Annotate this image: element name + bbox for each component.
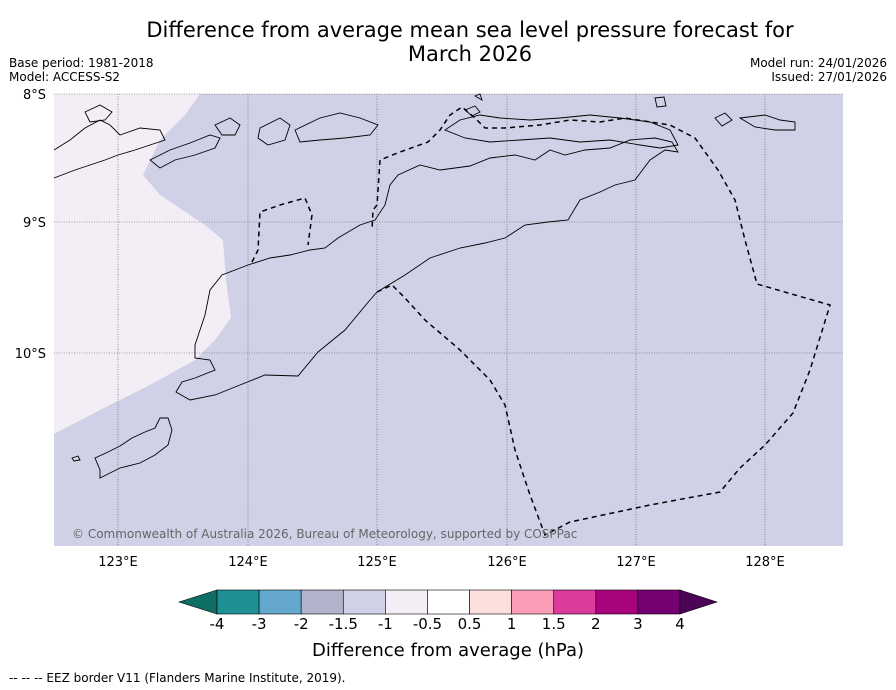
islands-north-7 — [464, 105, 481, 117]
colorbar-arrow-low — [178, 589, 218, 615]
meta-right: Model run: 24/01/2026 Issued: 27/01/2026 — [750, 56, 887, 84]
eez-borders — [251, 106, 831, 537]
colorbar-swatch — [511, 589, 555, 615]
colorbar-tick-label: 2 — [591, 615, 601, 633]
lat-label-9s: 9°S — [23, 216, 46, 231]
colorbar-swatch — [300, 589, 344, 615]
islands-north-1 — [257, 117, 291, 146]
eez-border-timor-leste — [371, 106, 831, 537]
model-run-text: Model run: 24/01/2026 — [749, 56, 887, 70]
colorbar-tick-label: 1.5 — [541, 615, 566, 633]
rote-coastline — [94, 417, 173, 479]
islands-north-2 — [294, 112, 379, 143]
colorbar-tick-label: -0.5 — [412, 615, 443, 633]
colorbar-tick-label: 4 — [675, 615, 685, 633]
islands-north-6 — [738, 114, 796, 131]
graticule — [54, 93, 843, 546]
colorbar-tick-label: -1.5 — [328, 615, 358, 633]
colorbar-swatch — [595, 589, 639, 615]
model-text: Model: ACCESS-S2 — [9, 70, 121, 84]
lon-label-126e: 126°E — [487, 555, 527, 570]
colorbar — [178, 589, 718, 615]
copyright-text: © Commonwealth of Australia 2026, Bureau… — [72, 527, 577, 541]
eez-footnote: -- -- -- EEZ border V11 (Flanders Marine… — [9, 671, 346, 685]
axis-labels: 8°S 9°S 10°S 123°E 124°E 125°E 126°E 127… — [15, 88, 785, 570]
colorbar-swatch — [258, 589, 302, 615]
colorbar-tick-label: 1 — [506, 615, 517, 633]
wetar-coastline — [444, 114, 679, 149]
colorbar-swatch — [637, 589, 681, 615]
islands-north-8 — [473, 93, 483, 101]
colorbar-swatch — [427, 589, 470, 615]
colorbar-tick-label: 3 — [633, 615, 643, 633]
lon-label-124e: 124°E — [228, 555, 268, 570]
colorbar-swatch — [385, 589, 428, 615]
coastlines — [53, 93, 796, 479]
colorbar-tick-label: -3 — [251, 615, 267, 633]
pantar-coastline — [214, 117, 241, 136]
small-island-south — [71, 455, 81, 462]
issued-text: Issued: 27/01/2026 — [771, 70, 887, 84]
lat-label-8s: 8°S — [23, 88, 46, 103]
colorbar-swatch — [553, 589, 597, 615]
lon-label-125e: 125°E — [357, 555, 397, 570]
colorbar-swatch — [469, 589, 512, 615]
colorbar-tick-label: 0.5 — [457, 615, 482, 633]
timor-coastline — [175, 137, 679, 401]
title-line-2: March 2026 — [407, 42, 533, 66]
meta-left: Base period: 1981-2018 Model: ACCESS-S2 — [9, 56, 154, 84]
islands-north-4 — [654, 96, 667, 108]
flores-coastline — [53, 119, 166, 179]
colorbar-tick-label: -4 — [209, 615, 225, 633]
lat-label-10s: 10°S — [15, 347, 46, 362]
colorbar-tick-label: -1 — [377, 615, 393, 633]
base-period-text: Base period: 1981-2018 — [9, 56, 154, 70]
islands-north-5 — [714, 112, 733, 127]
lon-label-128e: 128°E — [745, 555, 785, 570]
islands-north-3 — [84, 104, 113, 123]
colorbar-swatch — [216, 589, 260, 615]
colorbar-swatch — [342, 589, 386, 615]
colorbar-arrow-high — [679, 589, 718, 615]
colorbar-tick-label: -2 — [293, 615, 309, 633]
eez-border-oecusse — [251, 197, 313, 263]
chart-title: Difference from average mean sea level p… — [120, 18, 820, 66]
colorbar-title: Difference from average (hPa) — [311, 640, 585, 661]
title-line-1: Difference from average mean sea level p… — [146, 18, 794, 42]
lon-label-123e: 123°E — [98, 555, 138, 570]
alor-coastline — [149, 134, 221, 169]
lon-label-127e: 127°E — [616, 555, 656, 570]
pale-anomaly-region — [54, 94, 231, 434]
